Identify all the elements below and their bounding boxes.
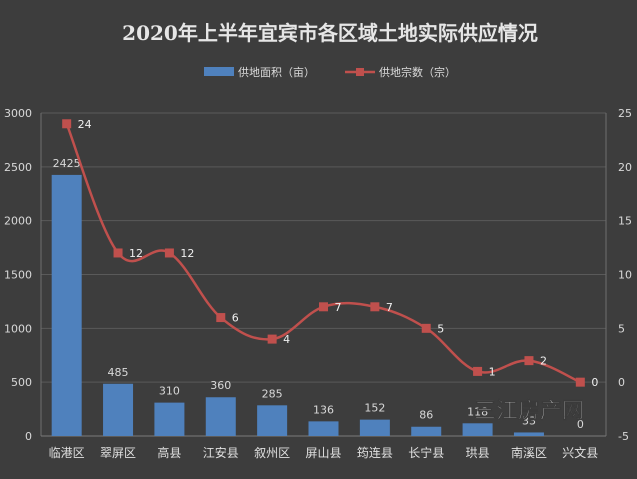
category-label: 翠屏区	[100, 446, 136, 460]
bar-data-label: 360	[210, 379, 231, 392]
legend-bar-swatch	[204, 67, 234, 76]
bar-data-label: 485	[108, 366, 129, 379]
bar-data-label: 310	[159, 385, 180, 398]
line-data-label: 7	[335, 301, 342, 314]
right-axis-tick-label: -5	[618, 430, 629, 443]
category-label: 兴文县	[562, 445, 598, 460]
category-label: 珙县	[466, 446, 490, 460]
line-series-path	[65, 123, 581, 384]
x-axis: 临港区 翠屏区 高县 江安县 叙州区 屏山县 筠连县 长宁县 珙县 南溪区 兴文县	[49, 445, 599, 460]
left-axis-tick-label: 0	[25, 430, 32, 443]
bar	[103, 383, 134, 436]
right-axis-tick-label: 0	[618, 376, 625, 389]
category-label: 筠连县	[357, 445, 393, 460]
line-data-label: 6	[232, 312, 239, 325]
legend-line-marker	[356, 68, 364, 76]
left-axis: 0 500 1000 1500 2000 2500 3000	[4, 107, 32, 443]
bar	[51, 174, 82, 437]
left-axis-tick-label: 500	[11, 376, 32, 389]
line-data-label: 4	[283, 333, 290, 346]
bar-data-label: 285	[262, 387, 283, 400]
right-axis-tick-label: 15	[618, 215, 632, 228]
bar	[359, 419, 390, 436]
legend: 供地面积（亩） 供地宗数（宗）	[204, 65, 456, 79]
bar-data-label: 0	[577, 418, 584, 431]
line-data-label: 1	[489, 365, 496, 378]
line-point-marker	[267, 334, 277, 344]
line-point-marker	[62, 119, 72, 129]
bar-data-label: 2425	[53, 157, 81, 170]
bar-data-label: 33	[522, 414, 536, 427]
line-point-marker	[319, 302, 328, 312]
category-label: 临港区	[49, 446, 85, 460]
category-label: 江安县	[203, 445, 239, 460]
left-axis-tick-label: 1500	[4, 269, 32, 282]
category-label: 屏山县	[305, 446, 341, 460]
bar	[205, 397, 236, 436]
left-axis-tick-label: 2500	[4, 161, 32, 174]
line-data-label: 5	[437, 322, 444, 335]
line-point-marker	[164, 248, 174, 258]
category-label: 长宁县	[408, 445, 444, 460]
right-axis-tick-label: 10	[618, 269, 632, 282]
line-data-label: 2	[540, 355, 547, 368]
bar-data-label: 152	[364, 402, 385, 415]
category-label: 叙州区	[254, 446, 290, 460]
right-axis-tick-label: 20	[618, 161, 632, 174]
chart-title: 2020年上半年宜宾市各区域土地实际供应情况	[122, 21, 538, 45]
bar	[308, 421, 339, 436]
left-axis-tick-label: 1000	[4, 322, 32, 335]
category-label: 南溪区	[511, 445, 547, 460]
legend-bar-label: 供地面积（亩）	[238, 65, 315, 79]
line-point-marker	[575, 377, 585, 387]
line-point-marker	[216, 313, 226, 323]
line-data-label: 12	[180, 247, 194, 260]
line-point-marker	[473, 366, 483, 376]
right-axis-tick-label: 25	[618, 107, 632, 120]
bar-data-label: 136	[313, 403, 334, 416]
line-data-label: 24	[78, 118, 92, 131]
category-label: 高县	[157, 445, 181, 460]
legend-line-label: 供地宗数（宗）	[379, 65, 456, 79]
bar	[154, 402, 185, 436]
bar-data-label: 86	[419, 409, 433, 422]
line-point-marker	[370, 302, 380, 312]
line-point-marker	[421, 323, 431, 333]
line-data-label: 0	[591, 376, 598, 389]
bar-data-label: 118	[467, 405, 488, 418]
bar	[411, 426, 442, 436]
line-point-marker	[524, 356, 534, 366]
right-axis-tick-label: 5	[618, 322, 625, 335]
line-data-label: 12	[129, 247, 143, 260]
line-point-marker	[113, 248, 123, 258]
left-axis-tick-label: 3000	[4, 107, 32, 120]
watermark: 三江房产网	[474, 398, 584, 424]
bar	[513, 432, 544, 436]
bar	[257, 405, 288, 436]
line-data-label: 7	[386, 301, 393, 314]
bars	[51, 174, 544, 437]
left-axis-tick-label: 2000	[4, 215, 32, 228]
bar	[462, 423, 493, 436]
right-axis: -5 0 5 10 15 20 25	[618, 107, 632, 443]
